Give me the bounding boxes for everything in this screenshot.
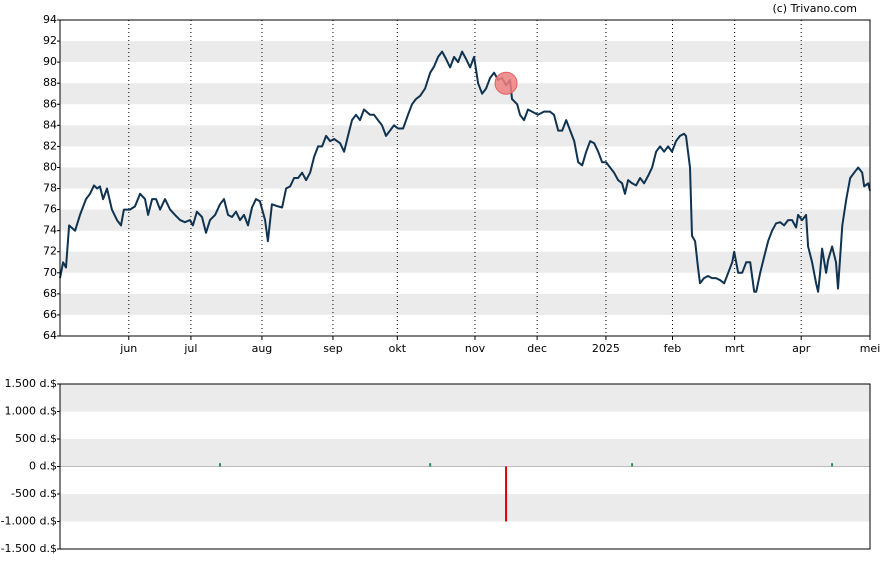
grid-band	[60, 439, 870, 467]
x-tick-label: dec	[527, 342, 547, 355]
grid-band	[60, 293, 870, 315]
y-tick-label: -500 d.$	[11, 487, 57, 500]
y-tick-label: 500 d.$	[15, 432, 57, 445]
grid-band	[60, 83, 870, 105]
x-tick-label: jun	[119, 342, 137, 355]
y-tick-label: 86	[43, 97, 57, 110]
bar	[831, 463, 834, 467]
highlight-marker	[494, 71, 518, 95]
x-tick-label: jul	[183, 342, 197, 355]
price-line	[59, 50, 871, 293]
y-tick-label: 74	[43, 224, 57, 237]
grid-band	[60, 41, 870, 63]
y-tick-label: 76	[43, 203, 57, 216]
y-tick-label: -1.000 d.$	[1, 515, 57, 528]
x-tick-label: mrt	[725, 342, 745, 355]
y-tick-label: 92	[43, 34, 57, 47]
y-tick-label: 84	[43, 118, 57, 131]
x-tick-label: apr	[792, 342, 811, 355]
x-tick-label: mei	[860, 342, 881, 355]
chart-credit: (c) Trivano.com	[772, 2, 857, 15]
y-tick-label: 82	[43, 139, 57, 152]
bar	[505, 466, 508, 522]
x-tick-label: aug	[252, 342, 273, 355]
y-tick-label: 0 d.$	[29, 460, 57, 473]
y-tick-label: 1.500 d.$	[5, 377, 57, 390]
plot-border	[59, 383, 871, 550]
y-tick-label: 1.000 d.$	[5, 405, 57, 418]
bar	[429, 463, 432, 467]
x-tick-label: okt	[389, 342, 407, 355]
grid-band	[60, 384, 870, 412]
grid-band	[60, 209, 870, 231]
y-tick-label: 70	[43, 266, 57, 279]
y-tick-label: 94	[43, 13, 57, 26]
y-tick-label: 64	[43, 329, 57, 342]
x-tick-label: feb	[664, 342, 682, 355]
x-tick-label: 2025	[592, 342, 620, 355]
grid-band	[60, 167, 870, 189]
x-tick-label: nov	[465, 342, 486, 355]
bar	[219, 463, 222, 467]
y-tick-label: 88	[43, 76, 57, 89]
y-tick-label: 66	[43, 308, 57, 321]
x-tick-label: sep	[323, 342, 342, 355]
grid-band	[60, 251, 870, 273]
y-tick-label: 80	[43, 160, 57, 173]
y-tick-label: 78	[43, 182, 57, 195]
y-tick-label: 72	[43, 245, 57, 258]
bar	[631, 463, 634, 467]
y-tick-label: -1.500 d.$	[1, 542, 57, 555]
plot-border	[59, 19, 871, 337]
grid-band	[60, 494, 870, 522]
y-tick-label: 90	[43, 55, 57, 68]
y-tick-label: 68	[43, 287, 57, 300]
grid-band	[60, 125, 870, 147]
